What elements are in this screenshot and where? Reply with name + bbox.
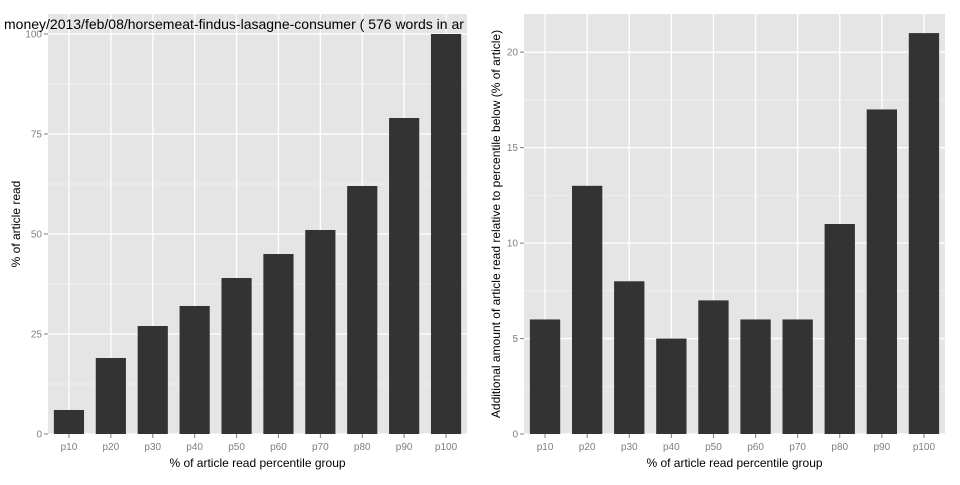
panel-2: 0 5 10 15 20 p10 p20 p30 p40 p50 p60 p70 p80 p90 p100… [489,14,945,470]
chart-title: money/2013/feb/08/horsemeat-findus-lasag… [4,16,464,32]
x-tick-label: p20 [103,442,120,453]
x-tick-label: p80 [354,442,371,453]
y-tick-label: 15 [507,143,519,154]
x-tick-label: p30 [144,442,161,453]
bar-p60 [740,319,771,434]
bar-p30 [614,281,645,434]
x-tick-label: p30 [621,442,638,453]
bar-p100 [430,34,462,434]
bar-p80 [347,186,378,434]
x-tick-label: p40 [186,442,203,453]
bar-p70 [305,230,336,434]
y-tick-label: 0 [512,430,518,441]
y-tick-label: 5 [512,334,518,345]
x-tick-label: p10 [61,442,78,453]
y-axis-ticks: 0 5 10 15 20 [507,48,524,441]
x-tick-label: p100 [913,442,936,453]
bar-p10 [529,319,561,434]
y-tick-label: 0 [36,430,42,441]
x-tick-label: p70 [789,442,806,453]
y-tick-label: 20 [507,48,519,59]
y-tick-label: 25 [31,330,43,341]
x-tick-label: p70 [312,442,329,453]
x-axis-label: % of article read percentile group [646,456,822,470]
y-axis-ticks: 0 25 50 75 100 [25,30,48,441]
bar-p90 [389,118,420,434]
y-tick-label: 100 [25,30,42,41]
bar-p50 [698,300,729,434]
x-tick-label: p50 [228,442,245,453]
x-axis-ticks: p10 p20 p30 p40 p50 p60 p70 p80 p90 p100 [537,434,936,453]
bar-p70 [782,319,813,434]
bar-p20 [95,358,126,434]
bar-p80 [824,224,855,434]
x-tick-label: p10 [537,442,554,453]
bar-p100 [908,33,940,434]
bar-p90 [866,109,898,435]
x-tick-label: p60 [747,442,764,453]
x-axis-ticks: p10 p20 p30 p40 p50 p60 p70 p80 p90 p100 [61,434,458,453]
x-tick-label: p50 [705,442,722,453]
x-tick-label: p20 [579,442,596,453]
bars [529,33,940,435]
bar-p20 [571,185,603,434]
y-axis-label: % of article read [9,181,23,268]
y-tick-label: 50 [31,230,43,241]
x-tick-label: p40 [663,442,680,453]
bar-p30 [137,326,168,434]
y-tick-label: 75 [31,130,43,141]
y-axis-label: Additional amount of article read relati… [489,30,503,418]
x-tick-label: p90 [874,442,891,453]
bar-p40 [656,338,687,434]
bars [53,34,462,434]
bar-p10 [53,410,85,434]
x-axis-label: % of article read percentile group [169,456,345,470]
bar-p40 [179,306,210,434]
y-tick-label: 10 [507,239,519,250]
bar-p60 [263,254,294,434]
x-tick-label: p80 [831,442,848,453]
x-tick-label: p60 [270,442,287,453]
x-tick-label: p100 [435,442,458,453]
bar-p50 [221,278,252,434]
x-tick-label: p90 [396,442,413,453]
